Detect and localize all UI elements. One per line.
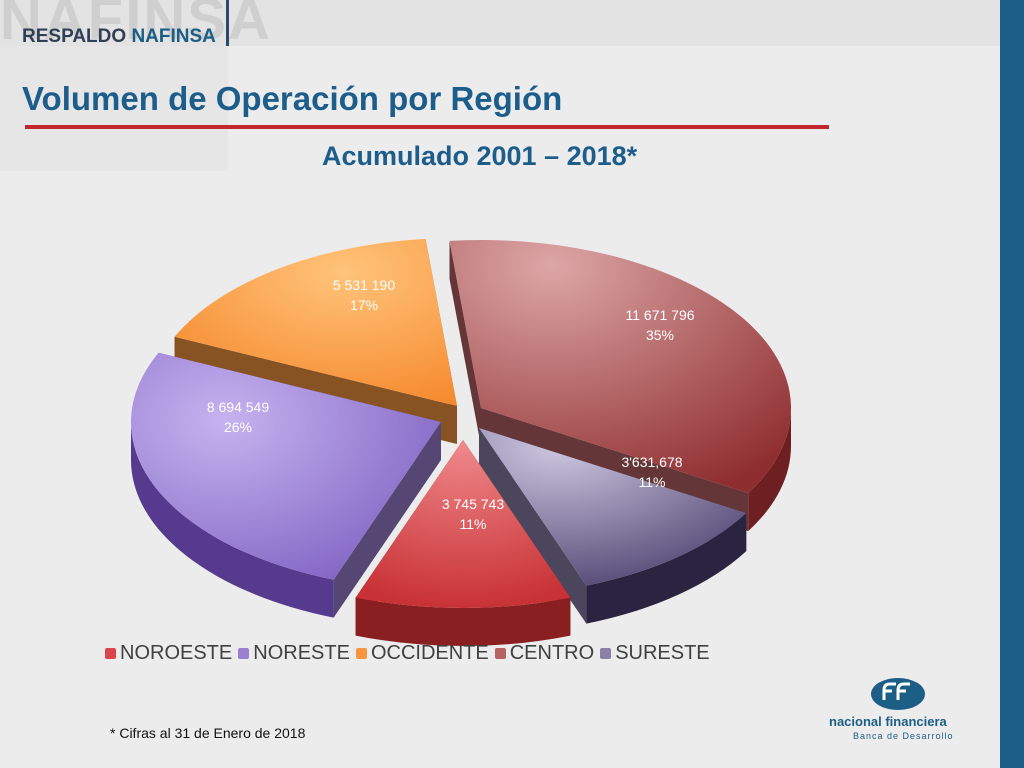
legend-swatch-sureste	[600, 647, 612, 659]
data-label-value-occidente: 5 531 190	[333, 277, 395, 293]
slice-side-centro	[748, 408, 791, 532]
data-label-value-noreste: 8 694 549	[207, 399, 269, 415]
pie-slices	[131, 238, 791, 646]
nacional-financiera-name: nacional financiera	[829, 714, 947, 729]
slice-top-noroeste	[355, 440, 571, 609]
logo-divider	[226, 0, 229, 46]
slide-title: Volumen de Operación por Región	[22, 80, 563, 117]
legend-label-noroeste: NOROESTE	[120, 641, 233, 664]
chart-legend: NOROESTE NORESTE OCCIDENTE CENTRO SURESTE	[105, 640, 716, 666]
legend-item-occidente: OCCIDENTE	[355, 641, 489, 665]
slice-side-noroeste	[355, 597, 571, 646]
legend-label-noreste: NORESTE	[253, 641, 350, 664]
slice-noreste	[131, 352, 441, 618]
slice-edge-centro	[449, 240, 481, 446]
legend-swatch-noreste	[238, 647, 250, 659]
legend-item-noreste: NORESTE	[238, 642, 350, 665]
data-label-percent-sureste: 11%	[639, 474, 666, 490]
slice-side-noreste	[131, 422, 334, 618]
legend-item-sureste: SURESTE	[600, 641, 710, 665]
tag-nafinsa: NAFINSA	[131, 26, 216, 47]
footnote: * Cifras al 31 de Enero de 2018	[110, 725, 306, 741]
legend-item-centro: CENTRO	[494, 641, 595, 665]
data-labels: 3 745 743 11% 8 694 549 26% 5 531 190 17% 11 6…	[207, 277, 695, 532]
respaldo-nafinsa-tag: RESPALDO NAFINSA	[22, 26, 216, 48]
data-label-percent-noroeste: 11%	[460, 516, 487, 532]
legend-swatch-occidente	[355, 647, 367, 659]
slice-side-sureste	[586, 513, 747, 624]
legend-label-sureste: SURESTE	[615, 641, 710, 664]
slice-sureste	[479, 428, 747, 624]
data-label-percent-noreste: 26%	[224, 419, 252, 435]
nacional-financiera-logo	[871, 678, 925, 710]
legend-swatch-noroeste	[105, 647, 116, 659]
slice-top-centro	[449, 240, 791, 494]
legend-item-noroeste: NOROESTE	[105, 642, 232, 665]
data-label-value-noroeste: 3 745 743	[442, 496, 504, 512]
slice-top-noreste	[131, 352, 441, 580]
slice-noroeste	[355, 440, 571, 646]
legend-label-occidente: OCCIDENTE	[370, 641, 489, 664]
legend-swatch-centro	[494, 647, 506, 659]
title-underline	[25, 125, 829, 129]
banca-de-desarrollo-tagline: Banca de Desarrollo	[853, 731, 954, 741]
slice-edge-noreste	[333, 422, 441, 618]
legend-label-centro: CENTRO	[509, 641, 595, 664]
slice-edge-sureste	[479, 428, 587, 624]
nafinsa-logo: NAFINSA	[0, 0, 272, 52]
slice-top-sureste	[479, 428, 747, 586]
data-label-percent-occidente: 17%	[350, 297, 378, 313]
chart-subtitle: Acumulado 2001 – 2018*	[322, 141, 638, 171]
data-label-value-centro: 11 671 796	[625, 307, 694, 323]
header-band: NAFINSA RESPALDO NAFINSA	[0, 0, 1000, 52]
tag-respaldo: RESPALDO	[22, 26, 127, 47]
data-label-value-sureste: 3'631,678	[621, 454, 682, 470]
right-accent-bar	[1000, 0, 1024, 768]
data-label-percent-centro: 35%	[646, 327, 674, 343]
slice-top-occidente	[174, 238, 457, 406]
side-shade	[0, 46, 228, 171]
